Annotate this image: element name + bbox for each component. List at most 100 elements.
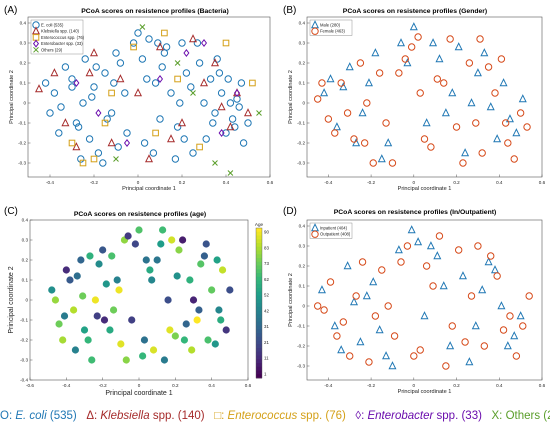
legend-others: X: Others (29) (492, 410, 550, 422)
panel-d-point (320, 306, 328, 314)
panel-a-point (193, 39, 202, 47)
colorbar-segment (256, 228, 262, 233)
panel-a-point (206, 75, 215, 83)
panel-d-point (358, 258, 367, 266)
panel-c-point (173, 272, 181, 280)
panel-c-point (217, 316, 225, 324)
colorbar-segment (256, 280, 262, 285)
panel-b-point (473, 68, 482, 77)
panel-c-point (197, 260, 205, 268)
panel-c-point (160, 356, 169, 364)
panel-c-xtick-label: -0.6 (26, 383, 34, 388)
panel-d-point (349, 297, 359, 306)
colorbar-tick-label: 83 (264, 245, 269, 250)
panel-a-point (199, 78, 209, 87)
panel-d-point (525, 292, 533, 300)
panel-d-point (397, 258, 405, 266)
panel-b-point (422, 118, 431, 127)
panel-a-ylabel: Principal coordinate 2 (9, 70, 15, 124)
colorbar-tick-label: 62 (264, 277, 269, 282)
panel-a-point (113, 156, 119, 162)
panel-a-ytick-label: 0.3 (20, 41, 27, 46)
panel-c-point (93, 312, 101, 320)
panel-c-ytick-label: 0 (25, 298, 28, 303)
panel-b-point (396, 38, 406, 47)
colorbar-segment (256, 246, 262, 251)
panel-b-point (375, 69, 384, 77)
panel-a-ytick-label: -0.1 (18, 121, 26, 126)
panel-b-point (343, 109, 352, 117)
panel-c-xtick-label: 0.4 (208, 383, 215, 388)
panel-b-point (395, 69, 403, 77)
panel-a-point (228, 115, 237, 123)
colorbar-segment (256, 284, 262, 289)
panel-b-point (499, 78, 508, 87)
panel-d-xtick-label: 0.6 (539, 383, 546, 388)
panel-d-point (337, 345, 346, 354)
panel-a-legend-label: Klebsiella spp. (140) (41, 29, 80, 34)
panel-c-point (140, 336, 149, 344)
panel-a-point (155, 42, 165, 51)
panel-a-point (143, 75, 151, 83)
panel-a-point (114, 143, 122, 151)
panel-b-point (345, 62, 354, 71)
panel-a-xtick-label: 0.4 (223, 180, 230, 185)
panel-a-point (95, 108, 102, 118)
panel-c-point (70, 306, 78, 314)
panel-c-point (113, 276, 121, 284)
panel-b-legend-label: Female (463) (320, 29, 346, 34)
panel-a-point (173, 123, 182, 131)
panel-b-point (318, 79, 326, 87)
colorbar-segment (256, 299, 262, 304)
panel-c-ylabel: Principal coordinate 2 (8, 266, 15, 333)
panel-a-xtick-label: -0.2 (90, 180, 98, 185)
panel-a-point (167, 89, 175, 97)
panel-d-xlabel: Principal coordinate 1 (398, 389, 452, 395)
colorbar-segment (256, 310, 262, 315)
panel-d-point (378, 266, 386, 274)
panel-d-point (442, 362, 450, 370)
colorbar-segment (256, 363, 262, 368)
panel-d-point (390, 332, 399, 340)
panel-c-point (115, 286, 123, 294)
panel-a-point (156, 115, 164, 123)
legend-klebsiella-count: spp. (140) (149, 410, 205, 422)
panel-b-legend-marker (311, 27, 319, 35)
panel-a-point (123, 138, 131, 148)
panel-a-point (218, 128, 225, 138)
panel-b-point (510, 155, 518, 163)
panel-d-point (394, 245, 403, 254)
panel-b-title: PCoA scores on resistence profiles (Gend… (343, 8, 487, 15)
panel-c-point (168, 236, 176, 244)
panel-a-point (237, 79, 246, 87)
panel-a-point (90, 155, 98, 163)
panel-b-point (512, 128, 521, 137)
panel-d-point (499, 326, 508, 334)
panel-c-point (193, 316, 201, 324)
panel-b-point (497, 55, 506, 63)
panel-a-point (92, 63, 100, 71)
panel-a-point (222, 129, 230, 137)
panel-a-point (224, 75, 232, 83)
panel-b-point (427, 143, 435, 151)
panel-a-point (202, 135, 210, 143)
panel-a-point (189, 149, 197, 157)
panel-c-point (179, 236, 187, 244)
panel-b-point (467, 98, 476, 107)
panel-d-point (420, 311, 429, 320)
panel-d-ytick-label: -0.3 (297, 364, 305, 369)
panel-a-xtick-label: 0.6 (267, 180, 274, 185)
panel-d-point (439, 281, 448, 290)
panel-c-point (51, 296, 60, 304)
legend-ecoli: O: E. coli (535) (0, 410, 77, 422)
panel-c-point (99, 246, 107, 254)
panel-d-point (461, 338, 469, 346)
panel-c-point (226, 286, 234, 294)
panel-a-xlabel: Principal coordinate 1 (122, 186, 176, 192)
panel-c-point (84, 336, 92, 344)
panel-d-point (465, 357, 474, 366)
colorbar-segment (256, 359, 262, 364)
panel-d-point (474, 242, 482, 250)
panel-d-xtick-label: 0.4 (496, 383, 503, 388)
panel-c-point (208, 286, 216, 294)
